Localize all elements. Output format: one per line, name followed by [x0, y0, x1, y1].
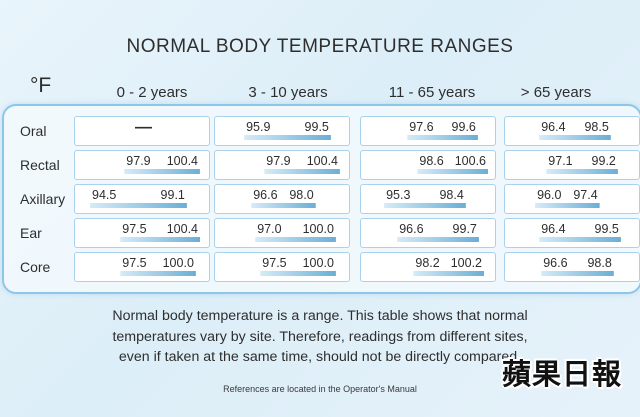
range-low-label: 96.6: [543, 256, 567, 270]
range-bar: [417, 169, 488, 174]
range-high-label: 98.4: [439, 188, 463, 202]
range-high-label: 98.0: [289, 188, 313, 202]
range-low-label: 97.1: [548, 154, 572, 168]
note-line-3: even if taken at the same time, should n…: [118, 349, 522, 365]
range-bar: [120, 271, 196, 276]
range-high-label: 100.4: [307, 154, 338, 168]
range-low-label: 98.6: [419, 154, 443, 168]
range-high-label: 99.6: [452, 120, 476, 134]
range-low-label: 96.6: [253, 188, 277, 202]
table-cell: [74, 184, 210, 214]
column-header-0-2-years: 0 - 2 years: [116, 84, 188, 101]
range-low-label: 96.6: [399, 222, 423, 236]
range-bar: [120, 237, 200, 242]
range-low-label: 97.6: [409, 120, 433, 134]
newspaper-logo: 蘋果日報: [501, 357, 622, 391]
table-cell: [214, 218, 350, 248]
range-high-label: 97.4: [573, 188, 597, 202]
table-cell: [504, 218, 640, 248]
range-high-label: 100.0: [163, 256, 194, 270]
range-high-label: 100.2: [451, 256, 482, 270]
table-cell: [214, 252, 350, 282]
range-high-label: 99.2: [592, 154, 616, 168]
range-low-label: 97.9: [266, 154, 290, 168]
range-high-label: 99.5: [595, 222, 619, 236]
row-label-ear: Ear: [20, 225, 42, 241]
table-cell: [214, 150, 350, 180]
table-cell: [360, 184, 496, 214]
table-cell: [74, 150, 210, 180]
range-low-label: 97.5: [122, 222, 146, 236]
range-bar: [264, 169, 340, 174]
range-bar: [384, 203, 466, 208]
note-line-2: temperatures vary by site. Therefore, re…: [112, 328, 528, 345]
unit-label: °F: [30, 74, 52, 97]
row-label-rectal: Rectal: [20, 157, 60, 173]
range-bar: [546, 169, 618, 174]
range-bar: [413, 271, 484, 276]
column-header-11-65-years: 11 - 65 years: [388, 84, 476, 101]
range-high-label: 99.1: [161, 188, 185, 202]
range-high-label: 99.7: [453, 222, 477, 236]
range-bar: [90, 203, 187, 208]
table-cell: [214, 184, 350, 214]
row-label-axillary: Axillary: [20, 191, 66, 207]
table-cell: [360, 218, 496, 248]
range-high-label: 100.0: [303, 222, 334, 236]
range-low-label: 94.5: [92, 188, 116, 202]
table-cell: [214, 116, 350, 146]
range-high-label: 100.0: [303, 256, 334, 270]
range-high-label: 100.4: [167, 154, 198, 168]
range-low-label: 96.4: [541, 120, 565, 134]
range-bar: [539, 237, 621, 242]
column-header-3-10-years: 3 - 10 years: [248, 84, 328, 101]
column-header-over-65-years: > 65 years: [520, 84, 592, 101]
range-bar: [539, 135, 611, 140]
range-high-label: 100.4: [167, 222, 198, 236]
range-low-label: 97.5: [122, 256, 146, 270]
range-low-label: 97.0: [257, 222, 281, 236]
range-low-label: 98.2: [415, 256, 439, 270]
range-high-label: 99.5: [305, 120, 329, 134]
table-cell: [360, 252, 496, 282]
range-high-label: 98.8: [587, 256, 611, 270]
table-cell: [74, 252, 210, 282]
range-high-label: 100.6: [455, 154, 486, 168]
no-data-mark: —: [135, 117, 152, 136]
range-low-label: 95.9: [246, 120, 270, 134]
note-line-1: Normal body temperature is a range. This…: [112, 308, 528, 324]
table-cell: [504, 252, 640, 282]
table-cell: [360, 116, 496, 146]
range-high-label: 98.5: [584, 120, 608, 134]
range-bar: [397, 237, 479, 242]
table-cell: [74, 116, 210, 146]
range-low-label: 95.3: [386, 188, 410, 202]
table-cell: [504, 184, 640, 214]
reference-note: References are located in the Operator's…: [223, 384, 417, 394]
range-bar: [244, 135, 331, 140]
range-bar: [535, 203, 600, 208]
range-bar: [124, 169, 200, 174]
range-bar: [255, 237, 336, 242]
range-bar: [541, 271, 614, 276]
table-cell: [360, 150, 496, 180]
range-low-label: 96.0: [537, 188, 561, 202]
row-label-core: Core: [20, 259, 51, 275]
range-bar: [251, 203, 316, 208]
row-label-oral: Oral: [20, 123, 47, 139]
explanatory-note: Normal body temperature is a range. This…: [0, 306, 640, 368]
table-cell: [74, 218, 210, 248]
chart-title: NORMAL BODY TEMPERATURE RANGES: [126, 36, 514, 57]
range-low-label: 97.9: [126, 154, 150, 168]
range-bar: [407, 135, 478, 140]
range-low-label: 97.5: [262, 256, 286, 270]
range-low-label: 96.4: [541, 222, 565, 236]
range-bar: [260, 271, 336, 276]
